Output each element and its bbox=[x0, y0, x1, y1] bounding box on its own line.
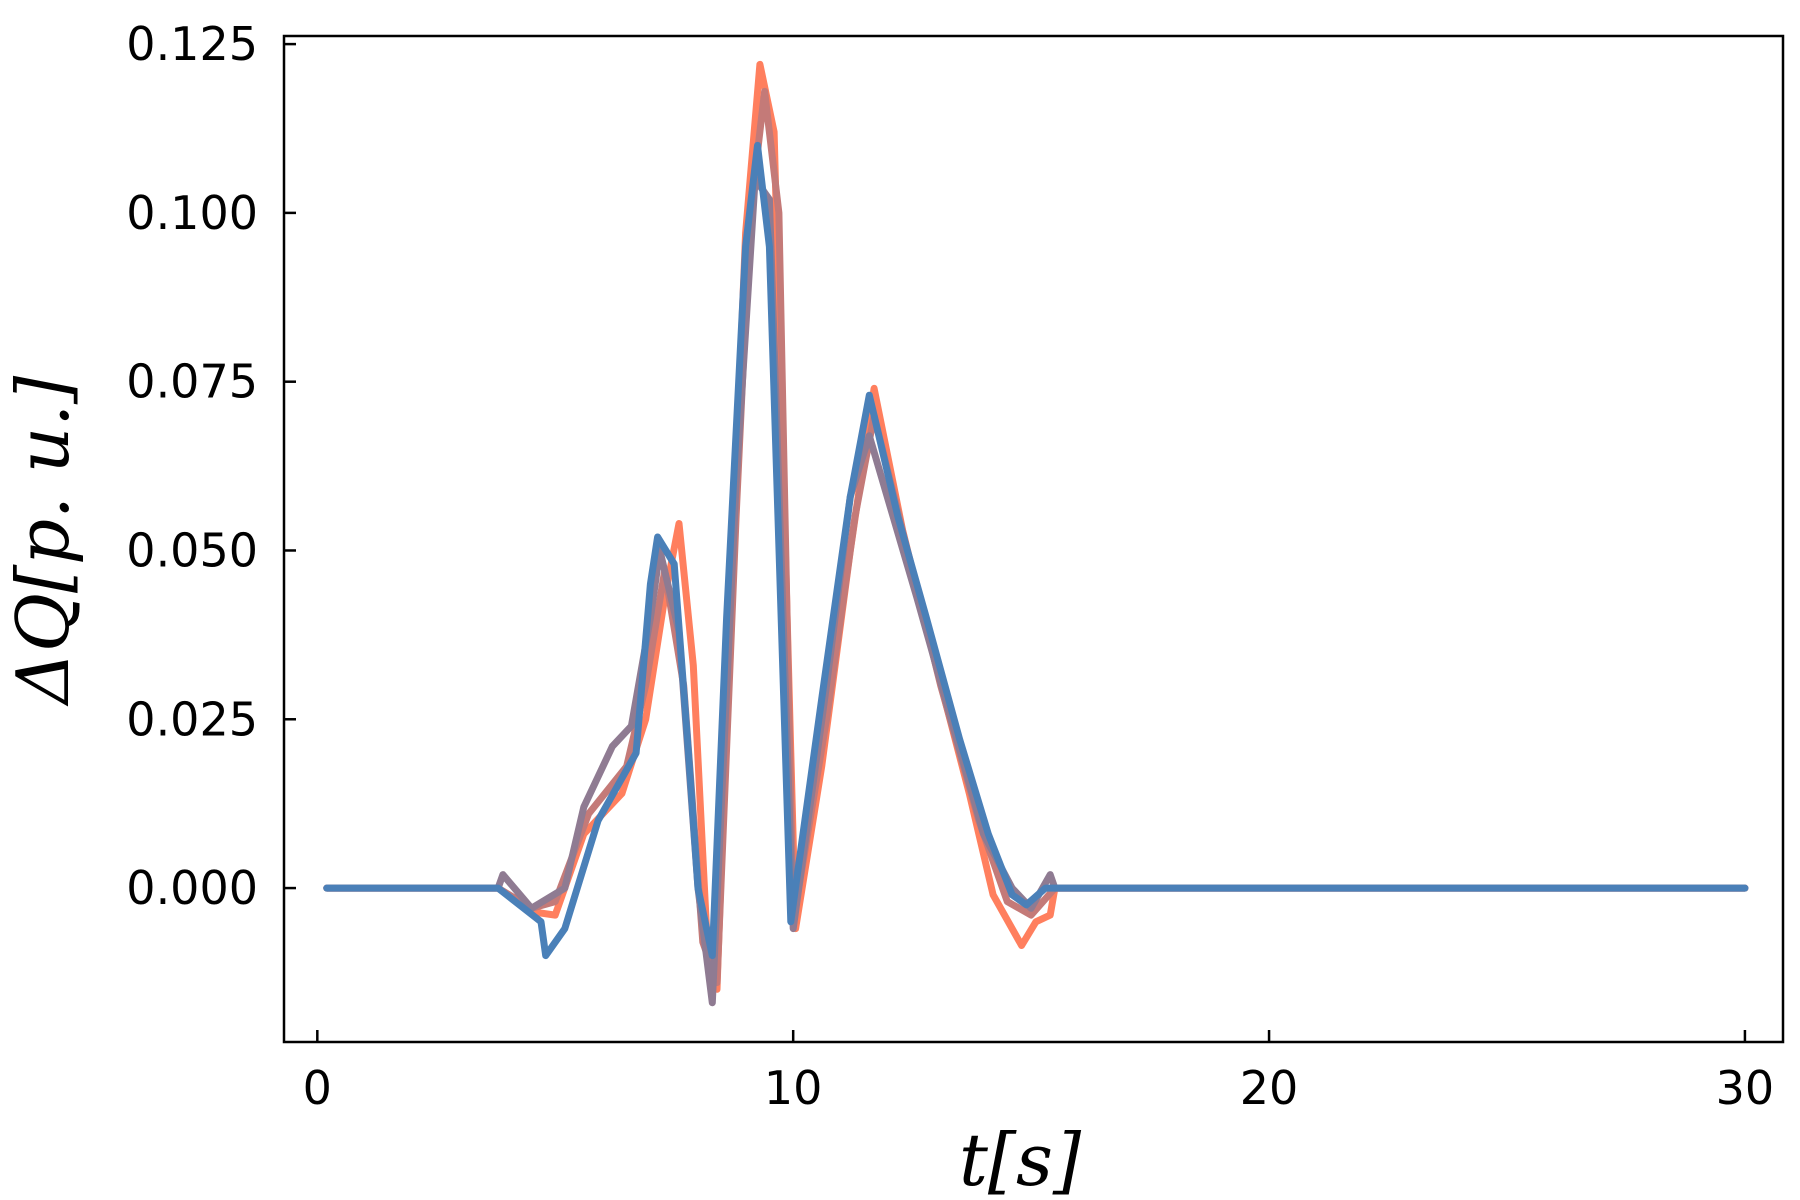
y-tick-label-4: 0.075 bbox=[126, 355, 258, 409]
series-layer bbox=[323, 60, 1749, 1007]
x-tick-label-3: 20 bbox=[1240, 1061, 1299, 1115]
y-tick-label-1: 0.000 bbox=[126, 861, 258, 915]
y-tick-label-5: 0.100 bbox=[126, 186, 258, 240]
ticks-layer: 0 10 20 30 0.000 0.025 0.050 0.075 0.100 0.125 bbox=[126, 17, 1774, 1115]
series-line-4 bbox=[323, 141, 1749, 960]
plot-frame bbox=[282, 34, 1785, 1044]
y-tick-label-2: 0.025 bbox=[126, 692, 258, 746]
x-tick-label-4: 30 bbox=[1716, 1061, 1775, 1115]
series-line-1 bbox=[323, 60, 1749, 993]
y-tick-label-6: 0.125 bbox=[126, 17, 258, 71]
series-line-2 bbox=[323, 87, 1749, 987]
y-tick-label-3: 0.050 bbox=[126, 523, 258, 577]
y-axis-label: ΔQ[p. u.] bbox=[1, 375, 85, 707]
x-tick-label-1: 0 bbox=[303, 1061, 332, 1115]
series-line-3 bbox=[323, 175, 1749, 1007]
x-tick-label-2: 10 bbox=[764, 1061, 823, 1115]
x-axis-label: t[s] bbox=[959, 1118, 1082, 1200]
